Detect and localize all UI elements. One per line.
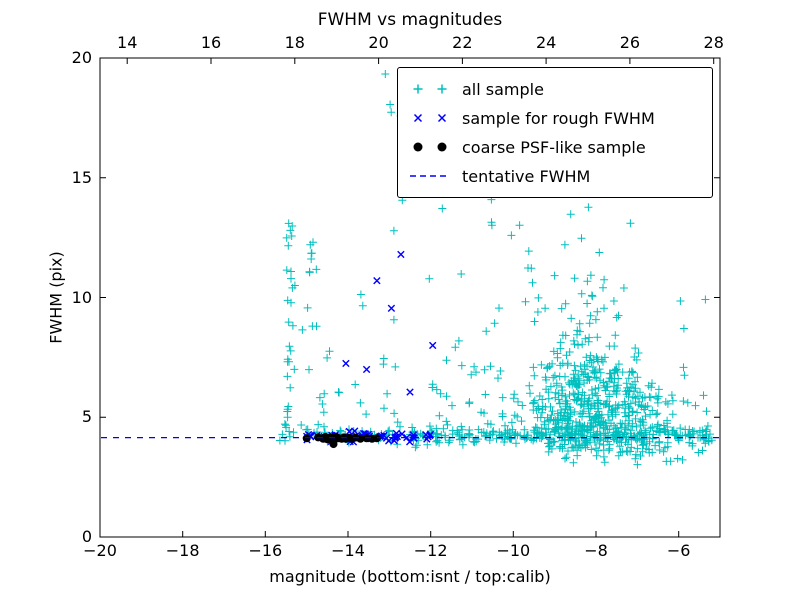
x-top-tick-label: 24 <box>535 33 557 52</box>
chart-title: FWHM vs magnitudes <box>317 10 503 30</box>
legend-label: all sample <box>462 79 544 99</box>
x-bottom-tick-label: −10 <box>496 541 531 560</box>
legend-label: coarse PSF-like sample <box>462 137 646 157</box>
x-bottom-tick-label: −18 <box>165 541 200 560</box>
legend-marker-cross <box>413 113 447 123</box>
y-tick-label: 10 <box>71 287 92 307</box>
legend-item-1: sample for rough FWHM <box>408 105 702 131</box>
x-top-tick-label: 22 <box>452 33 473 52</box>
axes-frame <box>99 57 721 538</box>
x-top-tick-label: 20 <box>368 33 389 52</box>
x-bottom-tick-label: −14 <box>331 541 365 560</box>
legend-marker-plus <box>413 84 447 94</box>
legend-marker-dashed-line <box>410 175 450 177</box>
x-bottom-tick-label: −16 <box>248 541 283 560</box>
legend-item-2: coarse PSF-like sample <box>408 134 702 160</box>
legend-item-0: all sample <box>408 76 702 102</box>
x-top-tick-label: 14 <box>117 33 138 52</box>
y-tick-label: 20 <box>71 48 92 67</box>
x-top-tick-label: 28 <box>703 33 724 52</box>
legend: all sample sample for rough FWHM coarse PS… <box>397 67 713 198</box>
x-bottom-tick-label: −20 <box>83 541 117 560</box>
x-bottom-tick-label: −6 <box>666 541 691 560</box>
x-top-tick-label: 16 <box>200 33 222 52</box>
legend-marker-dot <box>413 142 447 152</box>
x-bottom-tick-label: −8 <box>584 541 608 560</box>
legend-item-3: tentative FWHM <box>408 163 702 189</box>
x-axis-label: magnitude (bottom:isnt / top:calib) <box>269 567 551 586</box>
legend-label: tentative FWHM <box>462 166 591 186</box>
x-top-tick-label: 26 <box>619 33 641 52</box>
y-tick-label: 15 <box>71 167 92 187</box>
y-tick-label: 5 <box>81 407 92 427</box>
x-top-tick-label: 18 <box>284 33 305 52</box>
y-tick-label: 0 <box>81 527 92 546</box>
x-bottom-tick-label: −12 <box>413 541 448 560</box>
legend-label: sample for rough FWHM <box>462 108 655 128</box>
